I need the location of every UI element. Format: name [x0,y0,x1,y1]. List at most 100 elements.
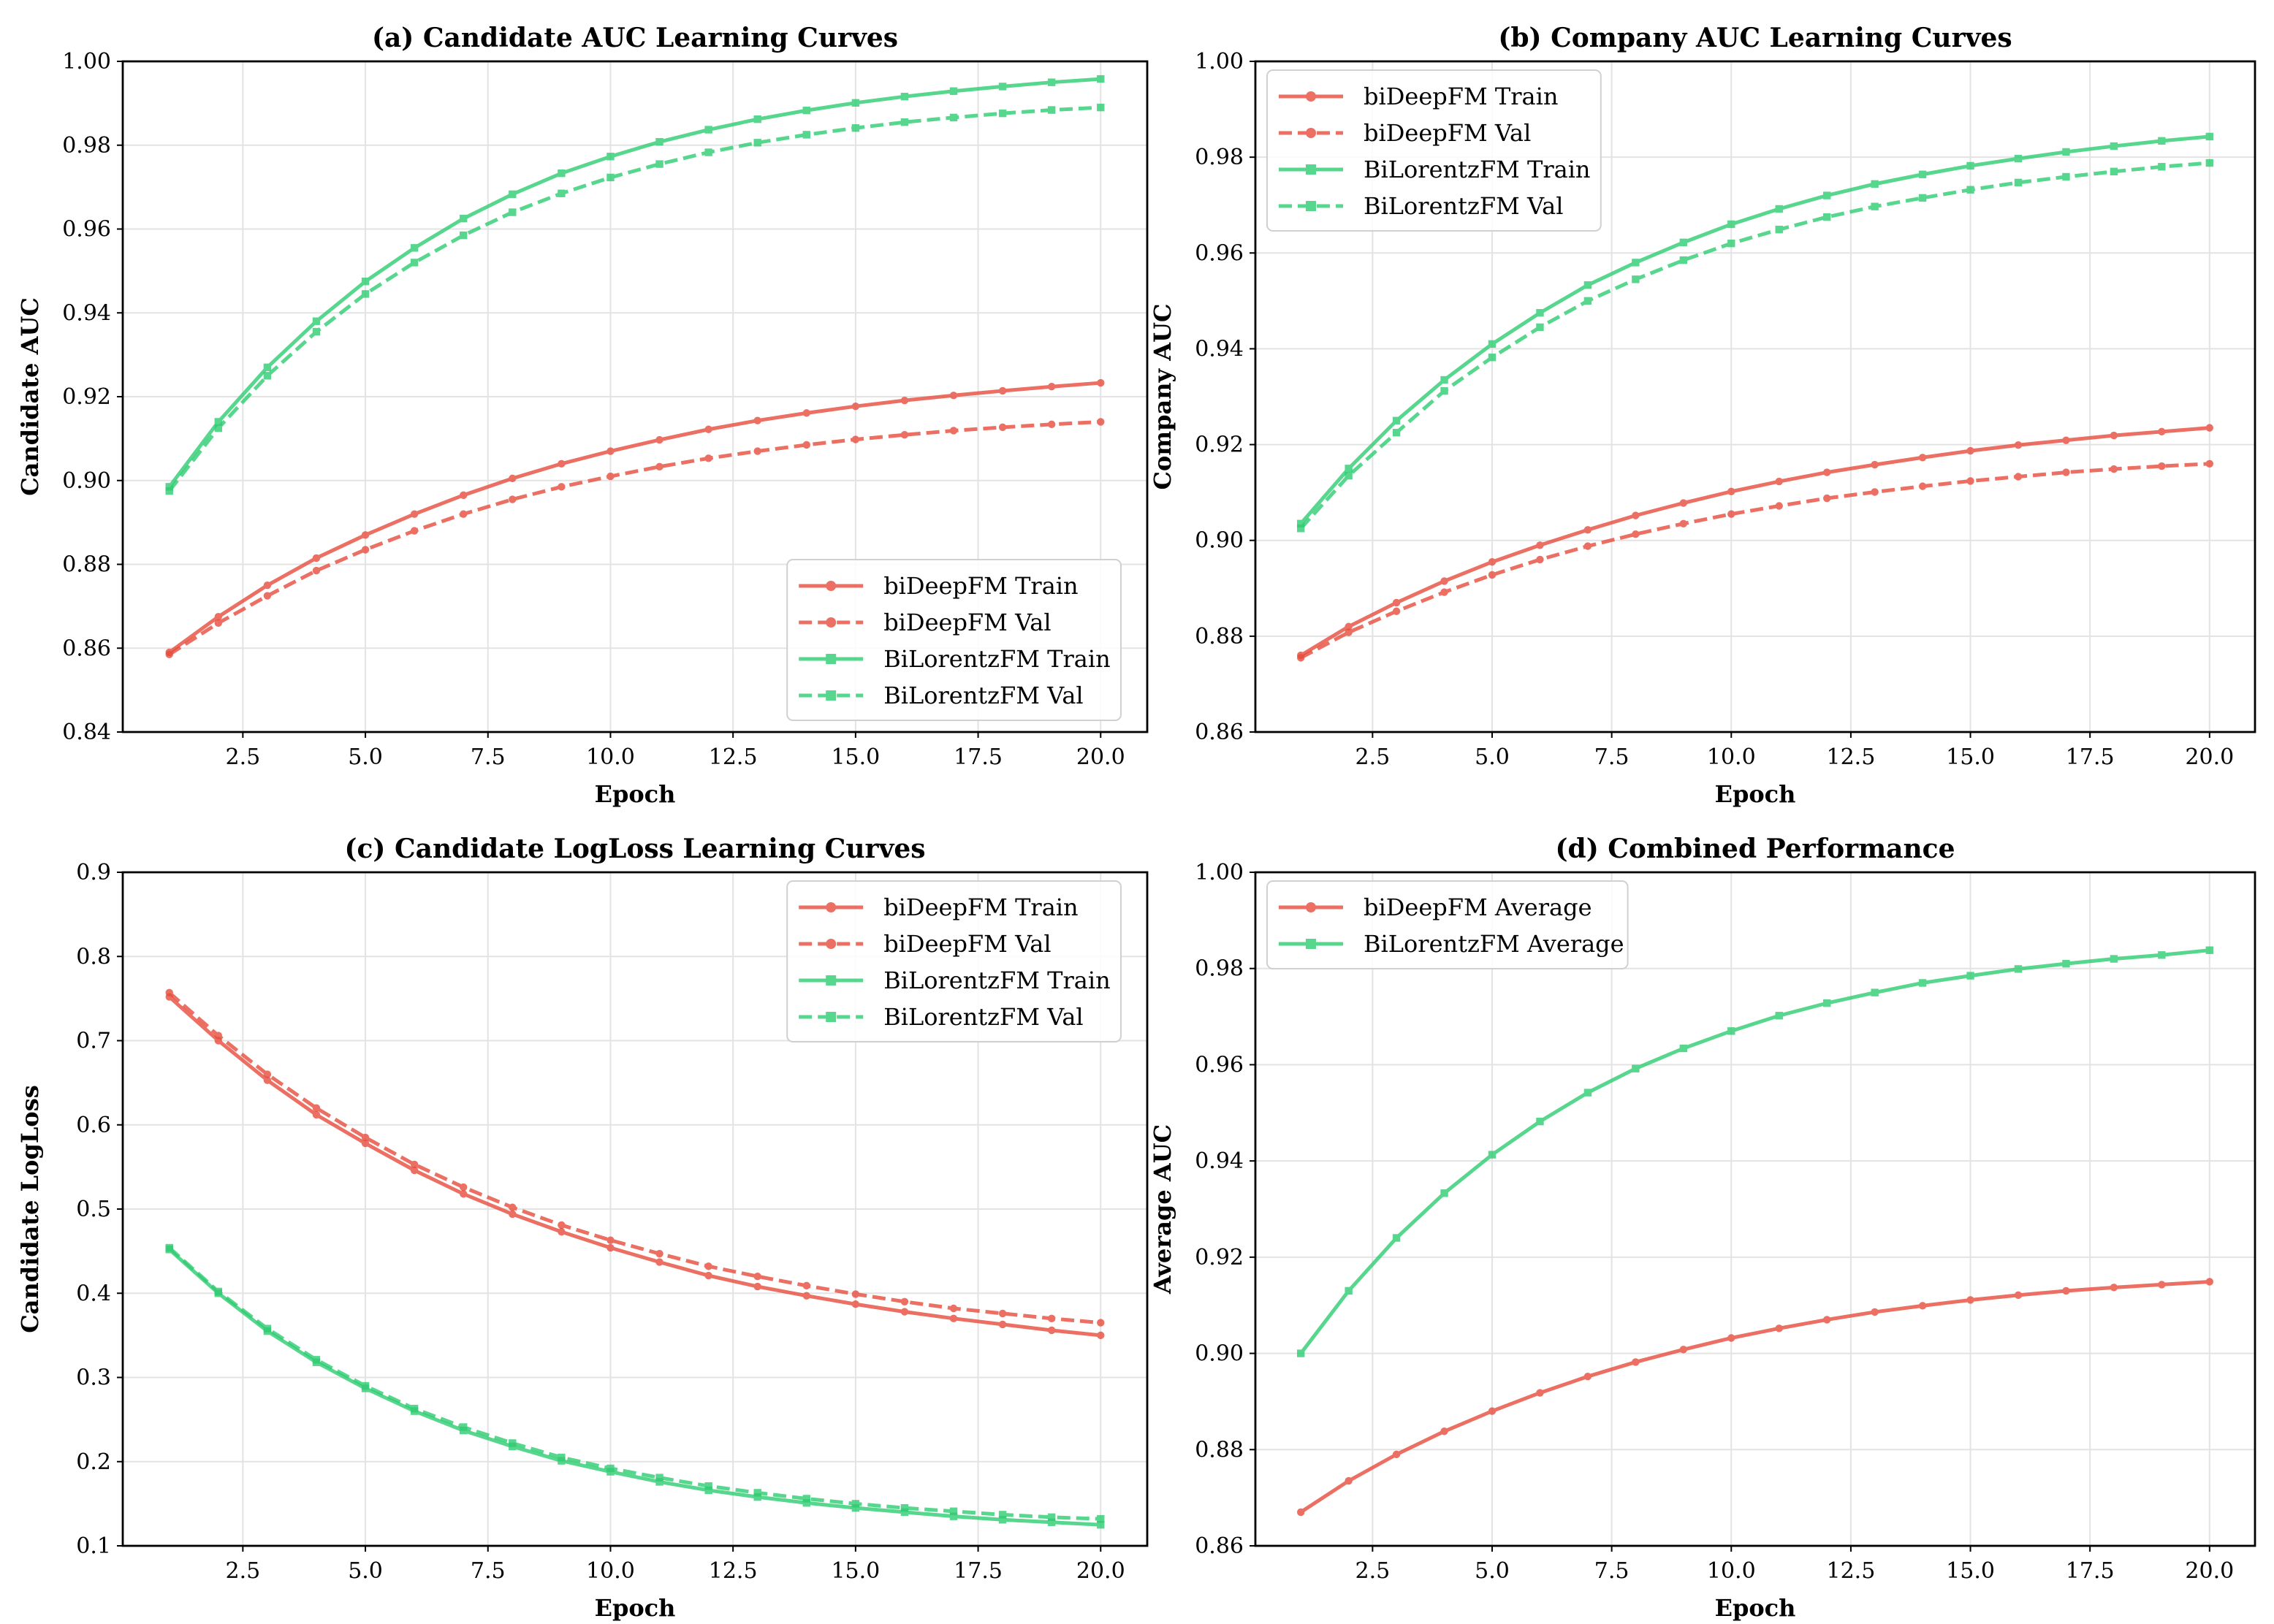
chart-title: (c) Candidate LogLoss Learning Curves [344,834,925,864]
legend-item: BiLorentzFM Val [799,1003,1084,1031]
legend-marker [826,654,837,664]
series-line [167,105,1101,492]
legend-swatch [1279,902,1343,912]
data-point [1440,1189,1448,1197]
x-tick-label: 2.5 [225,744,260,770]
data-point [558,460,566,468]
data-point [655,462,663,471]
y-tick-label: 0.96 [1195,240,1244,266]
data-point [361,1381,370,1390]
legend-item: BiLorentzFM Train [799,967,1111,994]
x-tick-label: 5.0 [1475,744,1510,770]
data-point [1392,428,1401,437]
y-tick-label: 0.88 [1195,624,1244,649]
y-tick-label: 0.94 [62,300,111,326]
y-tick-label: 1.00 [1195,49,1244,75]
series-line [168,1248,1101,1527]
data-point [949,427,958,435]
data-point [949,87,958,95]
data-point [460,1183,468,1192]
data-point [704,1482,712,1490]
data-point [949,1507,958,1515]
data-point [410,510,419,518]
data-point [2062,1286,2070,1295]
data-point [2062,959,2070,968]
data-point [1296,525,1305,533]
data-point [1822,494,1831,503]
data-point [410,1160,419,1169]
data-point [900,1297,909,1305]
data-point [1097,1319,1105,1327]
x-tick-label: 15.0 [831,744,880,770]
data-point [802,131,810,139]
data-point [2062,468,2070,476]
data-point [1345,1286,1353,1295]
legend-label: BiLorentzFM Val [883,682,1083,709]
data-point [704,1271,712,1280]
data-point [1047,1314,1056,1323]
data-point [753,1489,761,1497]
data-point [1097,75,1105,83]
legend-marker [826,617,837,628]
data-point [704,1486,712,1495]
data-point [1871,460,1879,469]
panel-a: 2.5 5.0 7.5 10.0 12.5 15.0 17.5 20.0 0.84 0.86 0.8… [16,23,1149,808]
data-point [704,454,712,462]
data-point [2110,431,2118,440]
data-point [900,1503,909,1512]
data-point [1775,477,1783,486]
legend-label: biDeepFM Train [883,572,1078,600]
data-point [2205,159,2214,167]
data-point [214,1287,223,1296]
series-bilorentzfm-val [1296,159,2214,533]
data-point [460,214,468,223]
x-tick-label: 10.0 [1707,1558,1756,1584]
x-tick-label: 12.5 [1827,1558,1876,1584]
data-point [2158,427,2166,436]
data-point [1536,1389,1544,1397]
data-point [1727,239,1735,248]
data-point [655,137,663,146]
data-point [1488,340,1497,348]
data-point [558,483,566,491]
data-point [460,491,468,500]
legend-item: BiLorentzFM Average [1279,930,1624,958]
data-point [1047,1518,1056,1526]
legend-item: BiLorentzFM Train [1279,156,1591,183]
y-tick-label: 0.92 [62,384,111,410]
legend-marker [1306,91,1316,102]
data-point [263,1324,272,1333]
series-line [1299,948,2210,1355]
legend-swatch [1279,164,1343,175]
data-point [1727,1027,1735,1035]
x-tick-label: 15.0 [1946,1558,1995,1584]
legend-marker [826,581,837,591]
data-point [2205,1278,2214,1286]
legend-item: biDeepFM Val [799,930,1052,958]
data-point [1488,1151,1497,1159]
data-point [949,392,958,400]
x-axis-label: Epoch [595,780,676,808]
data-point [998,1511,1007,1519]
data-point [1632,530,1640,538]
data-point [949,113,958,122]
data-point [1047,420,1056,429]
data-point [998,1309,1007,1318]
data-point [312,1110,321,1119]
data-point [1632,511,1640,519]
data-point [1296,1349,1305,1357]
data-point [263,372,272,380]
data-point [606,1464,615,1473]
legend-label: BiLorentzFM Train [883,645,1111,673]
data-point [606,1243,615,1252]
y-tick-label: 0.1 [76,1533,111,1559]
data-point [312,566,321,575]
data-point [998,83,1007,91]
data-point [1583,297,1592,305]
data-point [1583,1372,1592,1381]
data-point [1583,1089,1592,1097]
data-point [998,1516,1007,1524]
data-point [2110,142,2118,150]
data-point [949,1304,958,1313]
data-point [802,441,810,449]
